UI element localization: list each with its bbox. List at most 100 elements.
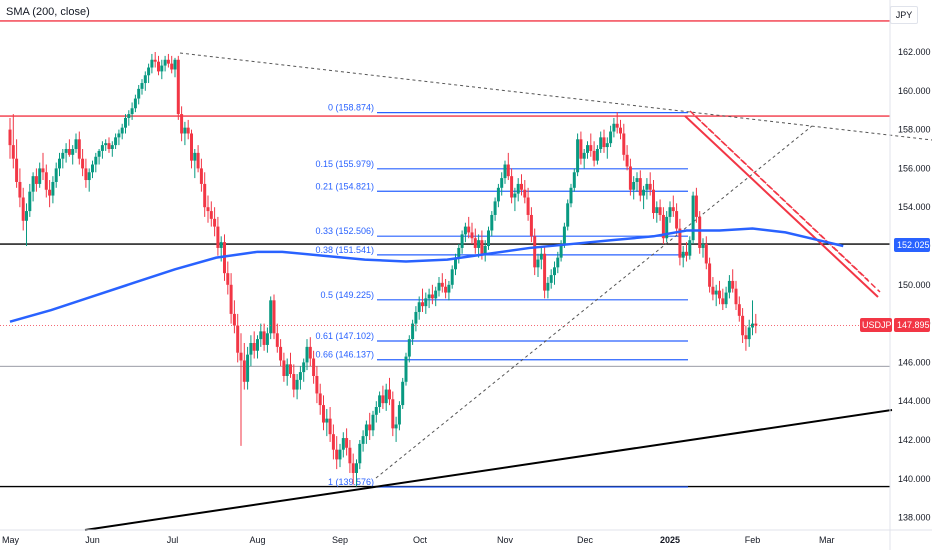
candle-body-8	[34, 176, 38, 184]
candle-body-145	[487, 230, 490, 246]
red-channel-mid[interactable]	[684, 115, 879, 298]
price-axis[interactable]: 162.000 160.000 158.000 156.000 154.000 152.0…	[898, 47, 931, 523]
candle-body-122	[411, 323, 415, 340]
y-tick-label-10: 142.000	[898, 435, 931, 445]
indicator-legend[interactable]: SMA (200, close)	[6, 6, 90, 18]
candle-body-143	[480, 240, 484, 254]
x-tick-label-10: Mar	[819, 535, 835, 545]
fib-level-label-6: 0.61 (147.102)	[315, 331, 374, 341]
candle-body-53	[183, 127, 187, 134]
candle-body-186	[622, 133, 626, 155]
support-solid-trendline[interactable]	[84, 409, 893, 531]
sma-200-line[interactable]	[9, 227, 844, 323]
candle-body-113	[381, 395, 385, 404]
candle-body-70	[239, 352, 243, 361]
candle-body-22	[81, 158, 85, 169]
candle-body-36	[127, 114, 131, 118]
candle-body-64	[219, 242, 223, 248]
candle-body-159	[533, 236, 537, 268]
candle-body-182	[609, 131, 613, 144]
candle-body-6	[28, 191, 32, 212]
candle-body-198	[661, 214, 665, 239]
candle-body-72	[246, 354, 250, 382]
candle-body-175	[586, 145, 589, 153]
candle-body-153	[513, 193, 517, 198]
fibonacci-retracement[interactable]: 0 (158.874) 0.15 (155.979) 0.21 (154.821) 0…	[315, 103, 688, 488]
candle-body-225	[751, 323, 754, 328]
candle-body-66	[226, 273, 230, 285]
candle-body-43	[150, 59, 154, 68]
candle-body-166	[556, 257, 560, 268]
candle-body-110	[371, 414, 375, 431]
candle-body-220	[734, 288, 738, 305]
candle-body-210	[701, 244, 705, 248]
candle-body-205	[685, 251, 688, 256]
fib-level-label-1: 0.15 (155.979)	[315, 159, 374, 169]
candle-body-222	[741, 315, 745, 336]
candle-body-131	[440, 282, 444, 287]
candle-body-40	[140, 83, 144, 89]
candle-body-90	[305, 346, 309, 363]
candle-body-173	[579, 139, 583, 159]
candle-body-81	[275, 333, 279, 347]
candle-body-15	[58, 158, 61, 169]
currency-button[interactable]: JPY	[890, 6, 918, 24]
candle-body-83	[282, 360, 286, 376]
candle-body-115	[388, 389, 391, 400]
candle-body-9	[38, 168, 42, 184]
candle-body-85	[289, 364, 292, 375]
candle-body-102	[345, 438, 349, 448]
candle-body-84	[285, 364, 289, 376]
candle-body-199	[665, 216, 669, 239]
candle-body-7	[31, 176, 35, 192]
candle-body-192	[642, 189, 646, 196]
candle-body-112	[378, 395, 382, 408]
candle-body-109	[368, 424, 372, 431]
candle-body-63	[216, 226, 220, 248]
candle-body-93	[315, 375, 319, 394]
candle-body-157	[526, 197, 530, 215]
candle-body-203	[678, 228, 682, 258]
candle-body-114	[384, 389, 388, 404]
candle-body-35	[124, 117, 127, 128]
candle-body-78	[265, 333, 269, 345]
y-tick-label-11: 140.000	[898, 474, 931, 484]
candle-body-213	[711, 286, 715, 295]
price-badges: 152.025 USDJPY 147.895	[860, 238, 930, 332]
candle-body-16	[61, 152, 65, 159]
upper-dashed-trendline[interactable]	[179, 52, 932, 141]
fib-level-label-7: 0.66 (146.137)	[315, 350, 374, 360]
candle-body-185	[619, 127, 622, 134]
candle-body-12	[48, 189, 52, 196]
candle-body-0	[8, 129, 12, 146]
trend-lines[interactable]	[84, 52, 932, 531]
candle-body-68	[232, 313, 236, 326]
candle-body-211	[704, 244, 708, 264]
candle-body-139	[467, 226, 471, 233]
candle-body-75	[256, 339, 259, 351]
y-tick-label-0: 162.000	[898, 47, 931, 57]
x-tick-label-4: Sep	[332, 535, 348, 545]
candle-body-74	[252, 343, 256, 351]
red-channel-upper[interactable]	[689, 110, 869, 281]
candle-body-140	[470, 232, 474, 239]
candle-body-150	[503, 164, 507, 179]
fib-level-label-8: 1 (139.576)	[328, 477, 374, 487]
candle-body-216	[721, 298, 725, 305]
candle-body-149	[500, 178, 504, 188]
candle-body-201	[671, 207, 675, 212]
candle-body-130	[437, 282, 441, 291]
candle-body-73	[249, 343, 253, 355]
candle-body-59	[203, 183, 207, 208]
candle-body-217	[724, 292, 728, 305]
y-tick-label-6: 150.000	[898, 280, 931, 290]
candle-body-121	[407, 339, 411, 357]
candle-body-50	[173, 59, 177, 70]
candle-body-118	[397, 405, 401, 425]
candle-body-125	[421, 302, 424, 307]
candle-body-180	[602, 137, 606, 148]
red-channel-lower[interactable]	[694, 115, 881, 293]
